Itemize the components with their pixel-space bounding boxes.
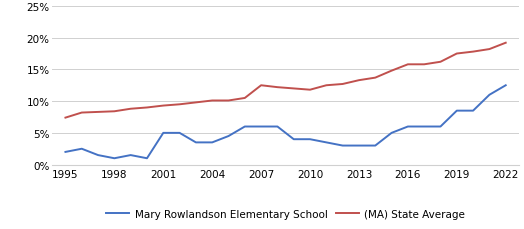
(MA) State Average (79, 112, 85, 114)
(MA) State Average (127, 108, 134, 111)
(MA) State Average (160, 105, 167, 107)
Mary Rowlandson Elementary School (454, 110, 460, 112)
Mary Rowlandson Elementary School (421, 125, 428, 128)
Mary Rowlandson Elementary School (405, 125, 411, 128)
(MA) State Average (356, 79, 362, 82)
Mary Rowlandson Elementary School (193, 141, 199, 144)
(MA) State Average (372, 77, 378, 80)
(MA) State Average (340, 83, 346, 86)
Mary Rowlandson Elementary School (307, 138, 313, 141)
(MA) State Average (95, 111, 101, 114)
Mary Rowlandson Elementary School (177, 132, 183, 135)
(MA) State Average (421, 64, 428, 66)
Mary Rowlandson Elementary School (274, 125, 280, 128)
Mary Rowlandson Elementary School (356, 144, 362, 147)
Mary Rowlandson Elementary School (340, 144, 346, 147)
Mary Rowlandson Elementary School (503, 85, 509, 87)
(MA) State Average (144, 107, 150, 109)
Mary Rowlandson Elementary School (372, 144, 378, 147)
(MA) State Average (438, 61, 444, 64)
(MA) State Average (323, 85, 330, 87)
(MA) State Average (405, 64, 411, 66)
Line: Mary Rowlandson Elementary School: Mary Rowlandson Elementary School (66, 86, 506, 158)
(MA) State Average (62, 117, 69, 120)
(MA) State Average (486, 49, 493, 51)
Mary Rowlandson Elementary School (438, 125, 444, 128)
Mary Rowlandson Elementary School (291, 138, 297, 141)
Mary Rowlandson Elementary School (258, 125, 264, 128)
(MA) State Average (454, 53, 460, 56)
(MA) State Average (307, 89, 313, 92)
Mary Rowlandson Elementary School (144, 157, 150, 160)
(MA) State Average (177, 104, 183, 106)
(MA) State Average (291, 88, 297, 90)
(MA) State Average (225, 100, 232, 102)
(MA) State Average (242, 97, 248, 100)
Mary Rowlandson Elementary School (79, 148, 85, 150)
Mary Rowlandson Elementary School (95, 154, 101, 157)
(MA) State Average (470, 51, 476, 54)
Mary Rowlandson Elementary School (62, 151, 69, 154)
(MA) State Average (111, 110, 117, 113)
Mary Rowlandson Elementary School (388, 132, 395, 135)
(MA) State Average (503, 42, 509, 45)
Mary Rowlandson Elementary School (209, 141, 215, 144)
(MA) State Average (274, 86, 280, 89)
Mary Rowlandson Elementary School (160, 132, 167, 135)
Mary Rowlandson Elementary School (225, 135, 232, 138)
(MA) State Average (209, 100, 215, 102)
Mary Rowlandson Elementary School (486, 94, 493, 97)
Mary Rowlandson Elementary School (127, 154, 134, 157)
Mary Rowlandson Elementary School (470, 110, 476, 112)
Mary Rowlandson Elementary School (323, 141, 330, 144)
(MA) State Average (388, 70, 395, 73)
(MA) State Average (193, 102, 199, 104)
Mary Rowlandson Elementary School (111, 157, 117, 160)
Mary Rowlandson Elementary School (242, 125, 248, 128)
Line: (MA) State Average: (MA) State Average (66, 44, 506, 118)
Legend: Mary Rowlandson Elementary School, (MA) State Average: Mary Rowlandson Elementary School, (MA) … (102, 205, 469, 223)
(MA) State Average (258, 85, 264, 87)
